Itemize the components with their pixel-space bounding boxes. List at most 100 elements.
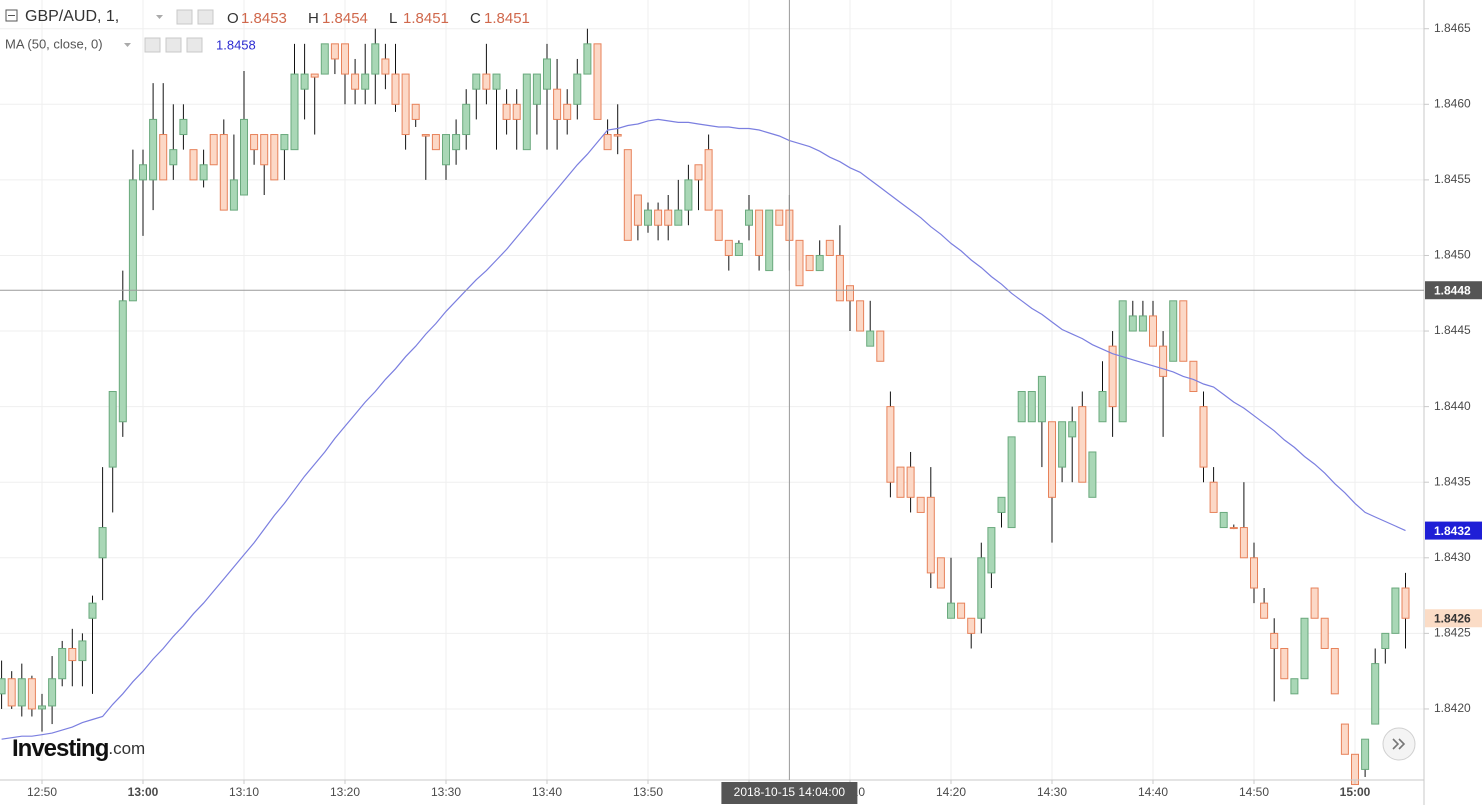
candle-body bbox=[734, 242, 743, 256]
candle-body bbox=[613, 134, 622, 137]
candle-body bbox=[553, 88, 562, 120]
candle-body bbox=[886, 406, 895, 483]
crosshair-x-label: 2018-10-15 14:04:00 bbox=[734, 785, 846, 799]
candle-body bbox=[330, 43, 339, 60]
y-tick-label: 1.8430 bbox=[1434, 550, 1471, 564]
settings-icon[interactable] bbox=[197, 9, 214, 25]
candle-body bbox=[189, 149, 198, 181]
y-tick-label: 1.8450 bbox=[1434, 248, 1471, 262]
candle-body bbox=[1068, 421, 1077, 438]
candle-body bbox=[926, 496, 935, 574]
scroll-button[interactable] bbox=[1382, 727, 1416, 761]
candle-body bbox=[1250, 557, 1258, 589]
dropdown-arrow[interactable] bbox=[124, 43, 131, 47]
collapse-icon[interactable] bbox=[5, 9, 18, 22]
candle-body bbox=[987, 527, 996, 574]
candle-body bbox=[280, 134, 289, 151]
x-tick-label: 14:40 bbox=[1138, 785, 1168, 799]
ohlc-value: 1.8453 bbox=[241, 10, 287, 27]
eye-icon[interactable] bbox=[176, 9, 193, 25]
candle-body bbox=[68, 647, 77, 662]
candle-body bbox=[1340, 723, 1349, 755]
candle-body bbox=[1098, 391, 1107, 423]
y-tick-label: 1.8465 bbox=[1434, 21, 1471, 35]
candle-body bbox=[1037, 375, 1046, 423]
candle-body bbox=[1219, 511, 1228, 529]
candle-body bbox=[906, 466, 915, 498]
candle-body bbox=[664, 209, 673, 226]
candle-body bbox=[1320, 617, 1329, 649]
candle-body bbox=[866, 330, 875, 347]
last-price-label-box bbox=[1425, 609, 1482, 628]
candle-body bbox=[7, 678, 16, 707]
candle-body bbox=[1128, 315, 1137, 332]
candle-body bbox=[583, 43, 592, 75]
candle-body bbox=[543, 58, 551, 90]
crosshair-x-badge bbox=[721, 782, 858, 804]
candle-body bbox=[1270, 632, 1279, 649]
candle-body bbox=[1048, 421, 1056, 498]
candle-body bbox=[270, 134, 279, 181]
candle-body bbox=[1361, 738, 1370, 770]
candle-body bbox=[139, 164, 147, 181]
candle-body bbox=[0, 678, 6, 695]
symbol-label: GBP/AUD, 1, bbox=[25, 8, 119, 25]
candle-body bbox=[765, 209, 774, 272]
candle-body bbox=[38, 705, 46, 710]
candle-body bbox=[502, 103, 511, 120]
candle-body bbox=[48, 678, 57, 707]
y-tick-label: 1.8455 bbox=[1434, 172, 1471, 186]
candle-body bbox=[128, 179, 137, 302]
candle-body bbox=[1371, 663, 1380, 725]
candle-body bbox=[209, 134, 218, 166]
candle-body bbox=[1138, 315, 1147, 332]
candle-body bbox=[179, 118, 188, 136]
candle-body bbox=[1280, 647, 1289, 680]
candle-body bbox=[290, 73, 299, 151]
candle-body bbox=[1300, 617, 1309, 680]
x-tick-label: 13:10 bbox=[229, 785, 259, 799]
candle-body bbox=[947, 602, 955, 619]
y-tick-label: 1.8460 bbox=[1434, 96, 1471, 110]
candle-body bbox=[704, 149, 713, 211]
eye-icon[interactable] bbox=[144, 37, 161, 53]
ohlc-value: 1.8454 bbox=[322, 10, 368, 27]
ma-last-label: 1.8432 bbox=[1434, 524, 1471, 538]
candle-body bbox=[472, 73, 481, 90]
candle-body bbox=[633, 194, 642, 226]
candle-body bbox=[1209, 481, 1218, 513]
candle-body bbox=[512, 103, 521, 120]
candle-body bbox=[371, 43, 380, 75]
axes: 1.8420 1.8425 1.8430 1.8435 1.8440 1.8445 1.84… bbox=[27, 21, 1471, 799]
remove-icon[interactable] bbox=[186, 37, 203, 53]
candle-body bbox=[421, 134, 430, 137]
candle-body bbox=[199, 164, 208, 181]
candle-body bbox=[27, 678, 36, 710]
x-tick-label: 14:30 bbox=[1037, 785, 1067, 799]
candle-body bbox=[977, 557, 986, 619]
x-tick-label: 15:00 bbox=[1340, 785, 1371, 799]
candle-body bbox=[1169, 300, 1178, 362]
candle-body bbox=[1017, 391, 1026, 423]
candle-body bbox=[522, 73, 531, 151]
ma-legend-name: MA (50, close, 0) bbox=[5, 36, 103, 51]
candle-body bbox=[1310, 587, 1319, 619]
candle-body bbox=[745, 209, 753, 226]
candle-body bbox=[58, 647, 67, 680]
ma-last-label-box bbox=[1425, 521, 1482, 540]
candle-body bbox=[250, 134, 259, 151]
candle-body bbox=[593, 43, 602, 120]
candle-body bbox=[411, 103, 420, 120]
candle-body bbox=[644, 209, 652, 226]
logo-suffix: .com bbox=[108, 739, 145, 758]
x-tick-label: 13:40 bbox=[532, 785, 562, 799]
candle-body bbox=[1401, 587, 1410, 619]
ohlc-value: 1.8451 bbox=[484, 10, 530, 27]
candle-body bbox=[240, 118, 248, 196]
crosshair-y-label-box bbox=[1425, 281, 1482, 300]
dropdown-arrow[interactable] bbox=[156, 15, 163, 19]
candle-body bbox=[300, 73, 309, 90]
settings-icon[interactable] bbox=[165, 37, 182, 53]
x-tick-label: 13:00 bbox=[128, 785, 159, 799]
